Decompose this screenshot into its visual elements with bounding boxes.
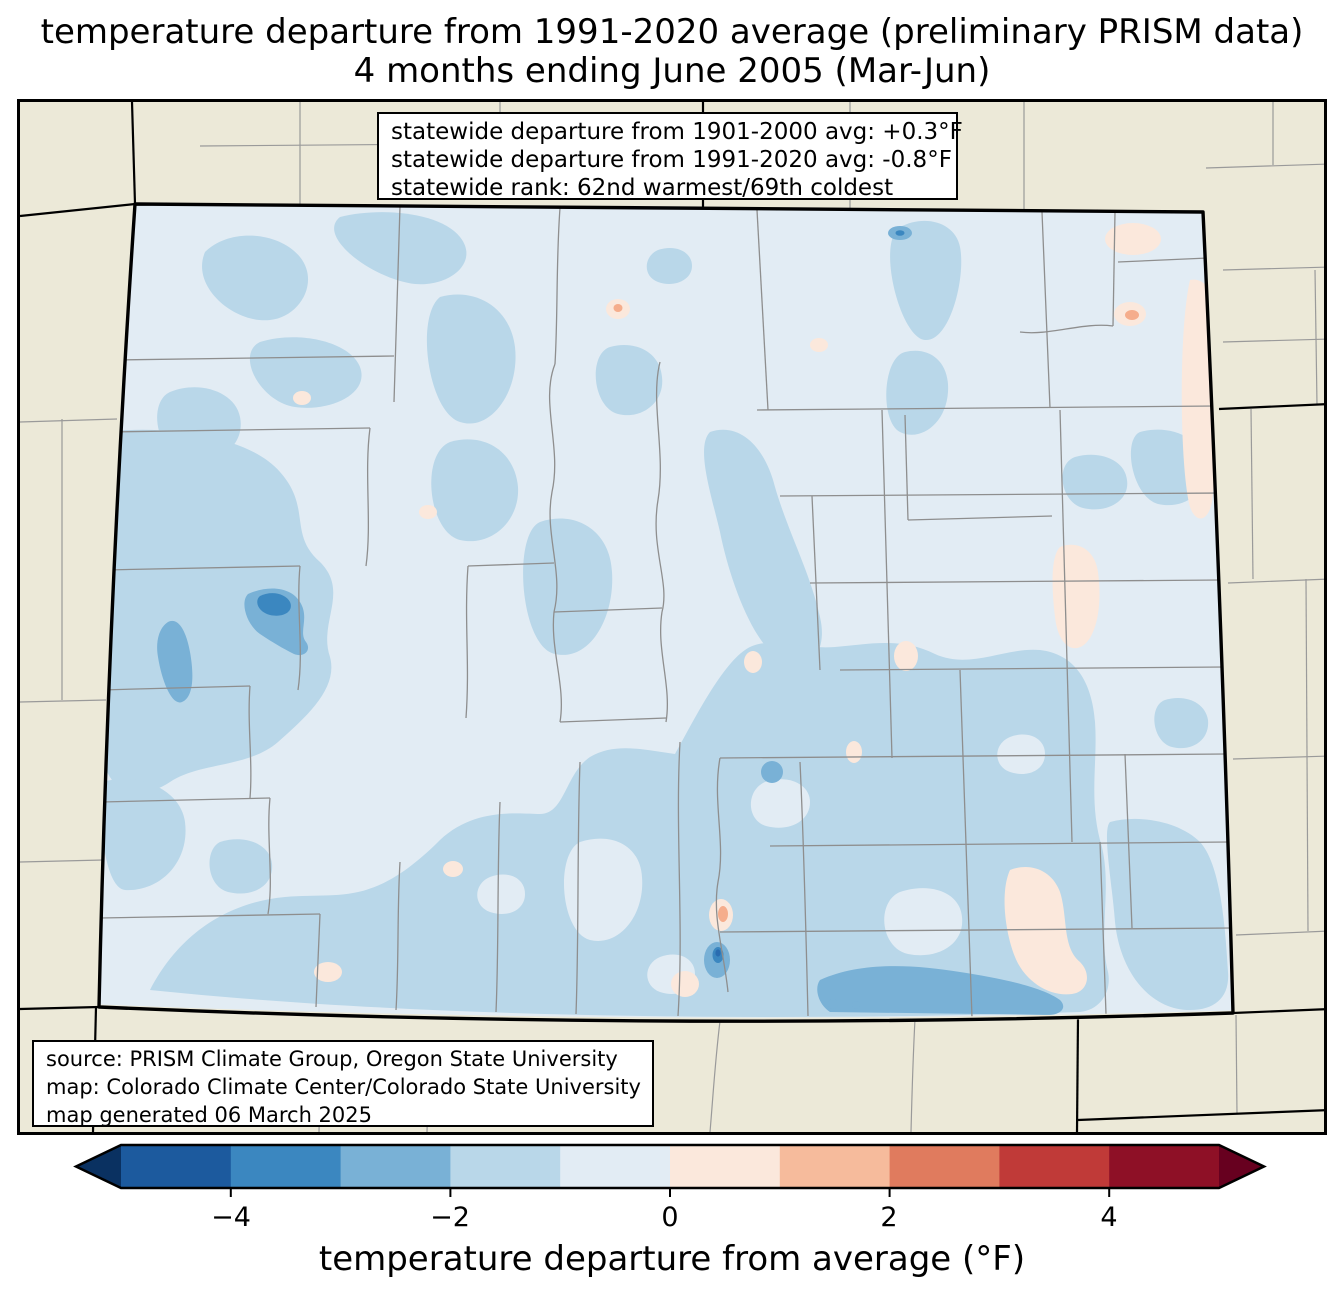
figure-title-line1: temperature departure from 1991-2020 ave… <box>40 12 1304 52</box>
colorbar-tick-label: 4 <box>1100 1202 1118 1233</box>
source-line: source: PRISM Climate Group, Oregon Stat… <box>46 1047 618 1071</box>
neighbor-state-borders <box>20 102 1324 1132</box>
figure-title-line2: 4 months ending June 2005 (Mar-Jun) <box>353 51 991 91</box>
colorbar-tick-label: 2 <box>880 1202 898 1233</box>
colorbar-over-arrow <box>1219 1145 1264 1188</box>
neighbor-county-lines <box>20 102 1324 1132</box>
colorbar-outline <box>73 1143 1267 1190</box>
colorbar-segments <box>121 1145 1220 1188</box>
colorbar-tick-label: −4 <box>211 1202 251 1233</box>
stats-box: statewide departure from 1901-2000 avg: … <box>377 112 963 201</box>
colorbar <box>73 1143 1267 1197</box>
colorado-anomaly-fill <box>99 204 1233 1022</box>
coldest-spot <box>715 949 721 957</box>
stats-line-1991-2020: statewide departure from 1991-2020 avg: … <box>391 147 952 173</box>
map-frame <box>17 99 1327 1135</box>
colorado-border <box>97 202 1235 1023</box>
colorbar-axis-label: temperature departure from average (°F) <box>318 1239 1026 1279</box>
colorbar-tick-label: 0 <box>661 1202 679 1233</box>
colorbar-under-arrow <box>76 1145 121 1188</box>
generated-date-line: map generated 06 March 2025 <box>46 1103 373 1127</box>
colorbar-tick-label: −2 <box>430 1202 470 1233</box>
stats-line-rank: statewide rank: 62nd warmest/69th coldes… <box>391 175 894 201</box>
map-credit-line: map: Colorado Climate Center/Colorado St… <box>46 1075 641 1099</box>
colorado-county-lines <box>99 205 1233 1019</box>
source-box: source: PRISM Climate Group, Oregon Stat… <box>32 1040 654 1127</box>
colorbar-ticks <box>229 1188 1111 1197</box>
stats-line-1901-2000: statewide departure from 1901-2000 avg: … <box>391 119 963 145</box>
colorado-anomaly-map <box>20 102 1324 1132</box>
